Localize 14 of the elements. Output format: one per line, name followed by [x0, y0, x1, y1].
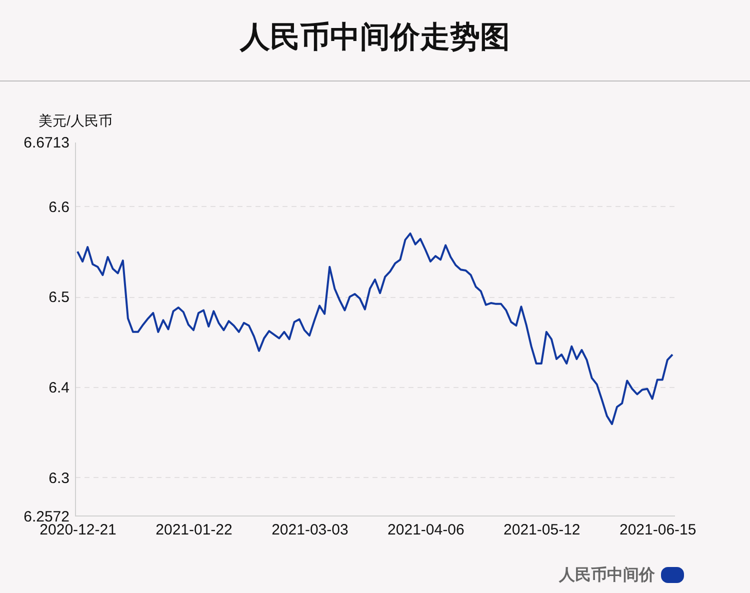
line-series: [76, 232, 674, 426]
legend-label: 人民币中间价: [558, 566, 656, 584]
x-tick-label: 2021-04-06: [388, 522, 464, 538]
y-tick-label: 6.5: [48, 289, 70, 306]
y-tick-label: 6.4: [48, 380, 70, 397]
x-tick-label: 2021-06-15: [619, 522, 696, 538]
x-tick-label: 2021-03-03: [272, 522, 348, 538]
y-axis-title: 美元/人民币: [38, 112, 112, 128]
y-tick-label: 6.3: [48, 470, 70, 487]
x-tick-label: 2021-01-22: [156, 522, 232, 538]
chart-title: 人民币中间价走势图: [239, 21, 510, 54]
y-tick-label: 6.6713: [24, 134, 70, 152]
y-tick-label: 6.6: [48, 198, 70, 216]
x-tick-label: 2021-05-12: [504, 522, 580, 538]
